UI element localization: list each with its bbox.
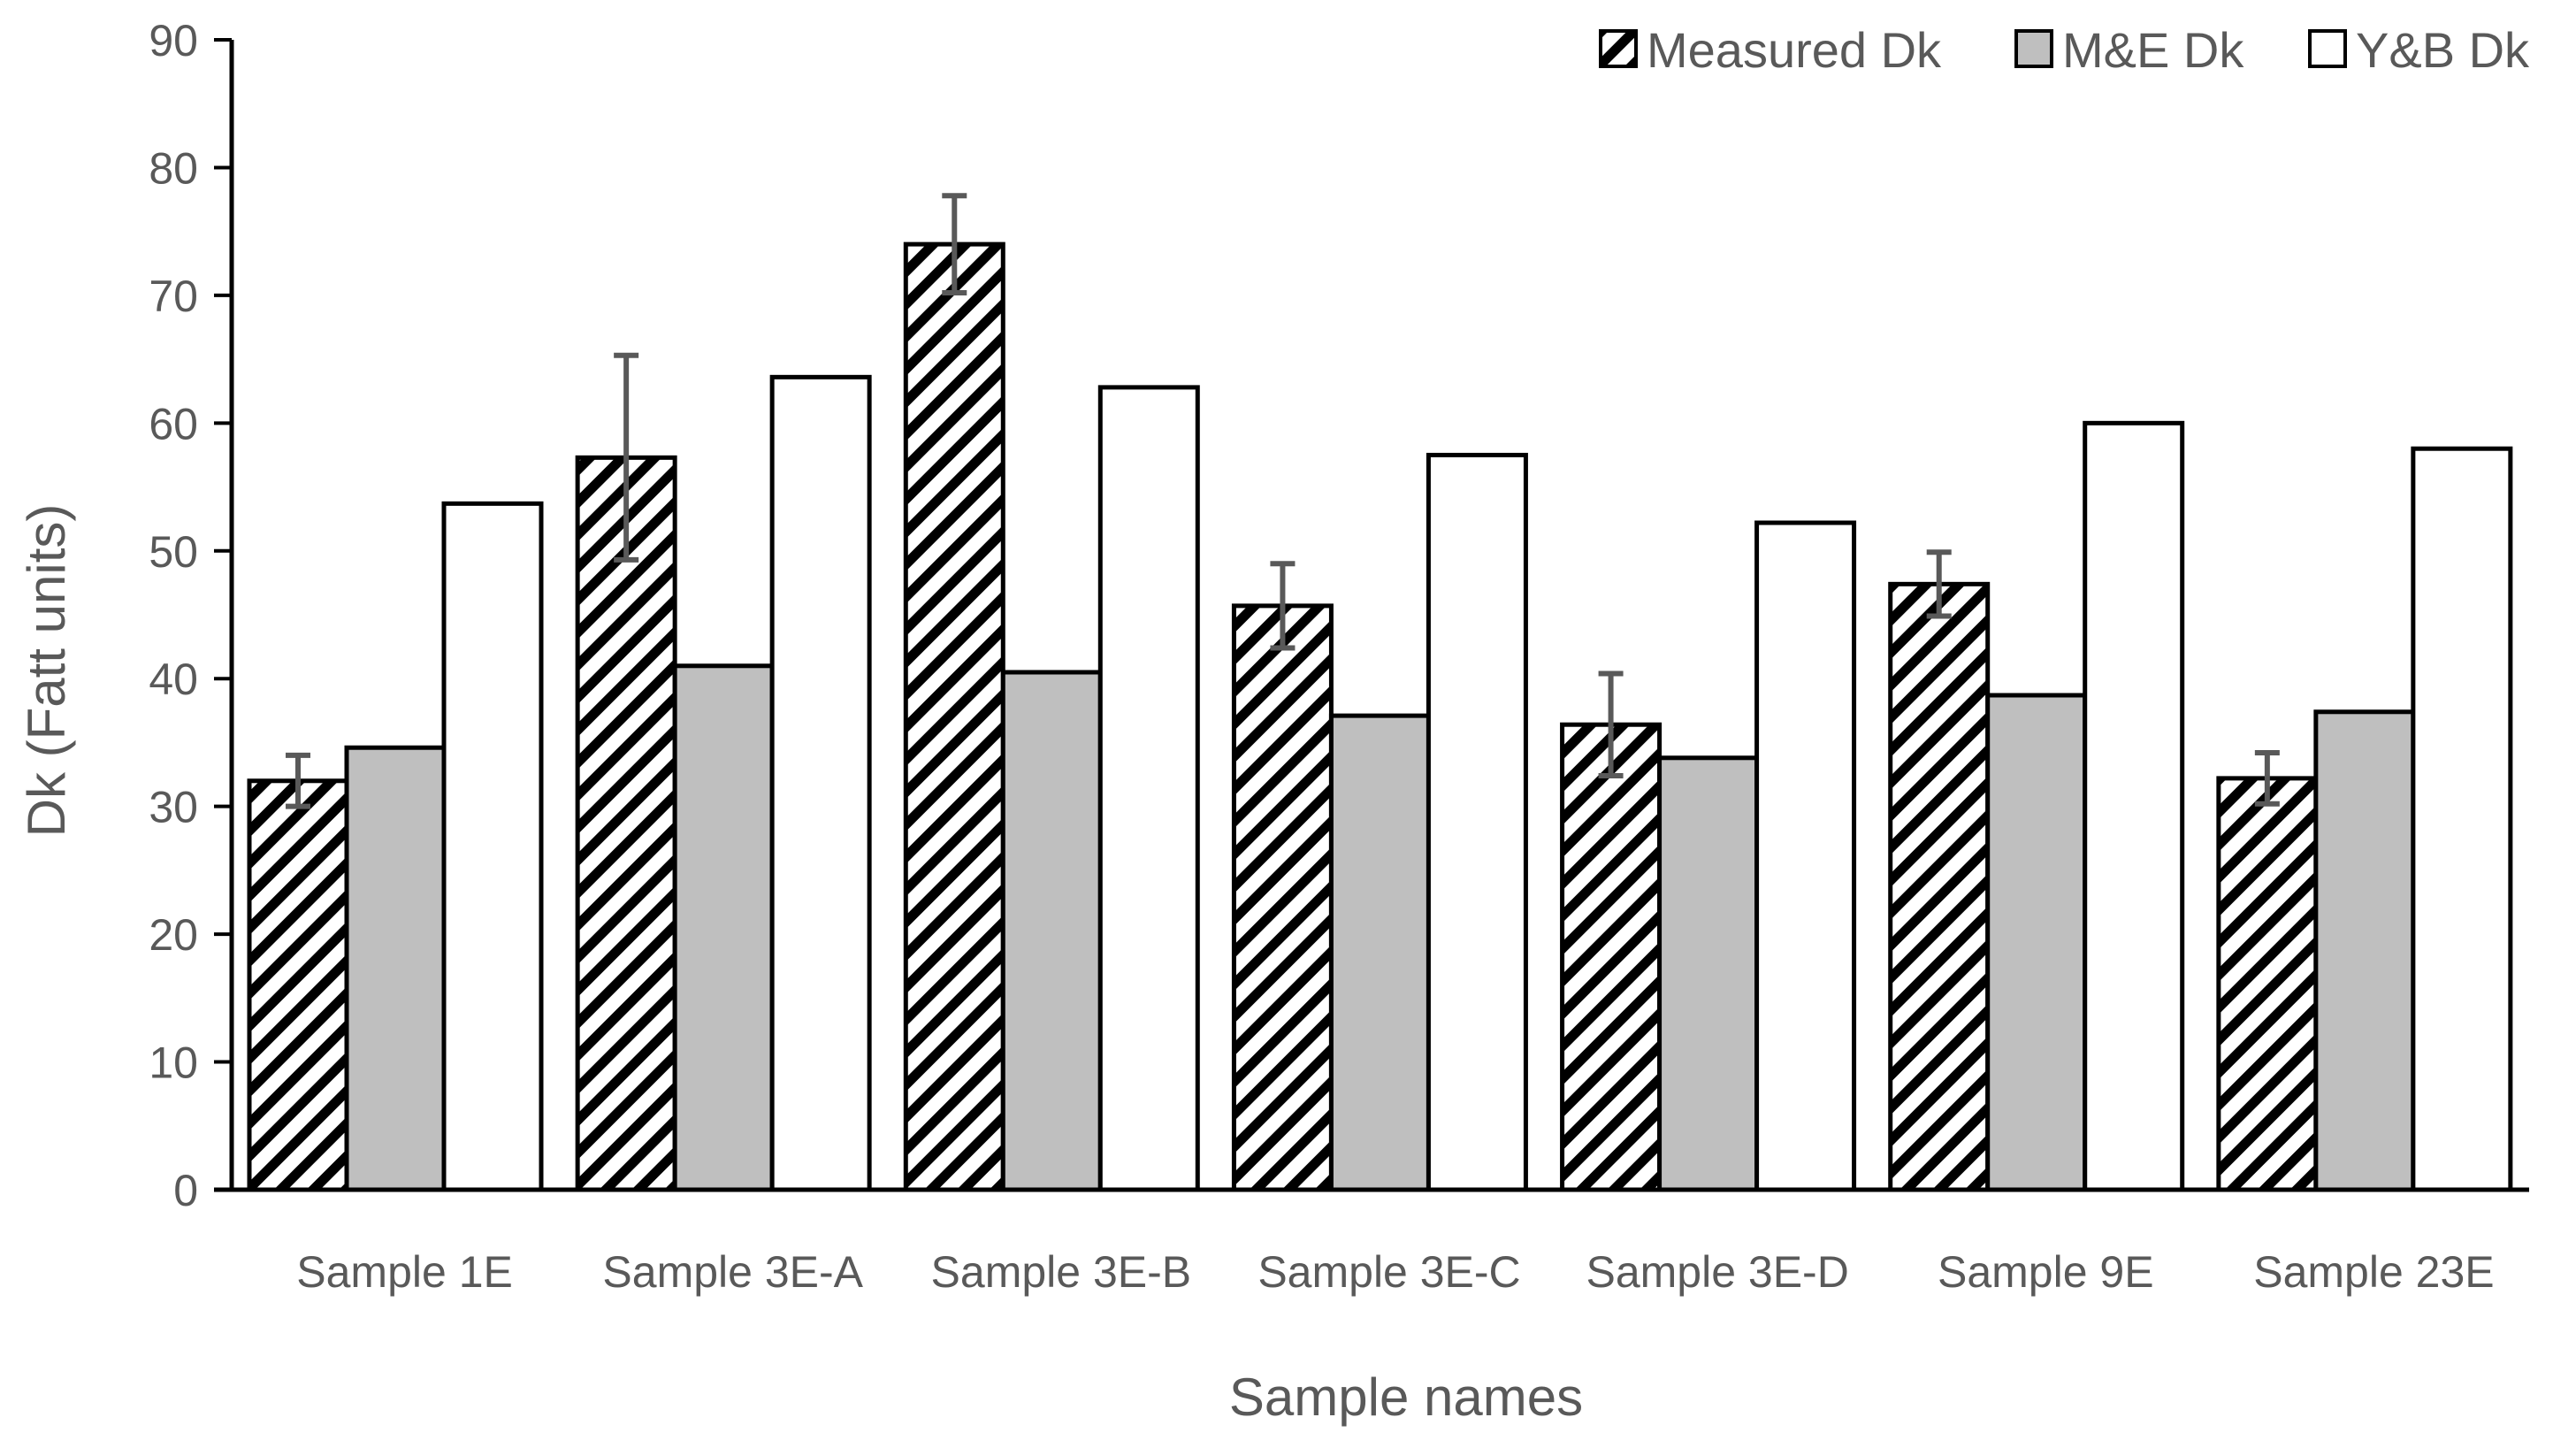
bar bbox=[2083, 420, 2185, 1192]
y-tick-label: 50 bbox=[149, 527, 198, 577]
category-label: Sample 3E-D bbox=[1586, 1247, 1848, 1297]
bar bbox=[1754, 520, 1857, 1192]
y-tick-label: 70 bbox=[149, 272, 198, 321]
bar bbox=[1097, 385, 1200, 1192]
y-tick-label: 10 bbox=[149, 1038, 198, 1088]
category-label: Sample 23E bbox=[2253, 1247, 2494, 1297]
bar bbox=[1000, 670, 1103, 1192]
y-tick-label: 90 bbox=[149, 16, 198, 65]
bar bbox=[2411, 446, 2513, 1192]
legend-label: Y&B Dk bbox=[2356, 22, 2530, 78]
legend-swatch bbox=[2014, 29, 2053, 68]
bar bbox=[2216, 776, 2319, 1192]
bar bbox=[1231, 603, 1334, 1192]
bar bbox=[1985, 693, 2088, 1192]
y-tick-label: 60 bbox=[149, 399, 198, 448]
axes bbox=[214, 40, 2529, 1192]
bar bbox=[1328, 713, 1431, 1192]
category-label: Sample 1E bbox=[296, 1247, 513, 1297]
bar bbox=[903, 241, 1005, 1192]
y-tick-label: 20 bbox=[149, 910, 198, 960]
bar bbox=[1426, 452, 1528, 1192]
x-axis-labels: Sample 1E Sample 3E-A Sample 3E-B Sample 3E… bbox=[296, 1247, 2494, 1297]
y-tick-label: 30 bbox=[149, 783, 198, 832]
bar bbox=[1657, 755, 1760, 1192]
y-axis-ticks: 0 10 20 30 40 50 60 70 80 90 bbox=[149, 16, 232, 1215]
bar bbox=[344, 745, 447, 1192]
bars bbox=[247, 241, 2513, 1192]
bar bbox=[575, 455, 677, 1192]
category-label: Sample 3E-B bbox=[931, 1247, 1192, 1297]
y-tick-label: 80 bbox=[149, 143, 198, 193]
bar bbox=[441, 501, 544, 1192]
legend: Measured Dk M&E Dk Y&B Dk bbox=[1599, 22, 2530, 78]
y-tick-label: 40 bbox=[149, 655, 198, 704]
legend-label: Measured Dk bbox=[1647, 22, 1942, 78]
bar bbox=[1560, 722, 1663, 1192]
bar bbox=[769, 374, 872, 1192]
bar bbox=[1888, 581, 1991, 1192]
error-bars bbox=[286, 193, 2280, 809]
category-label: Sample 9E bbox=[1938, 1247, 2154, 1297]
x-axis-title: Sample names bbox=[1229, 1368, 1583, 1427]
category-label: Sample 3E-A bbox=[602, 1247, 863, 1297]
legend-swatch bbox=[2308, 29, 2347, 68]
y-tick-label: 0 bbox=[173, 1166, 198, 1215]
legend-label: M&E Dk bbox=[2062, 22, 2244, 78]
category-label: Sample 3E-C bbox=[1257, 1247, 1520, 1297]
bar bbox=[2313, 709, 2416, 1192]
y-axis-title: Dk (Fatt units) bbox=[17, 504, 76, 838]
bar bbox=[247, 778, 349, 1192]
legend-swatch bbox=[1599, 29, 1638, 68]
bar bbox=[672, 663, 775, 1192]
